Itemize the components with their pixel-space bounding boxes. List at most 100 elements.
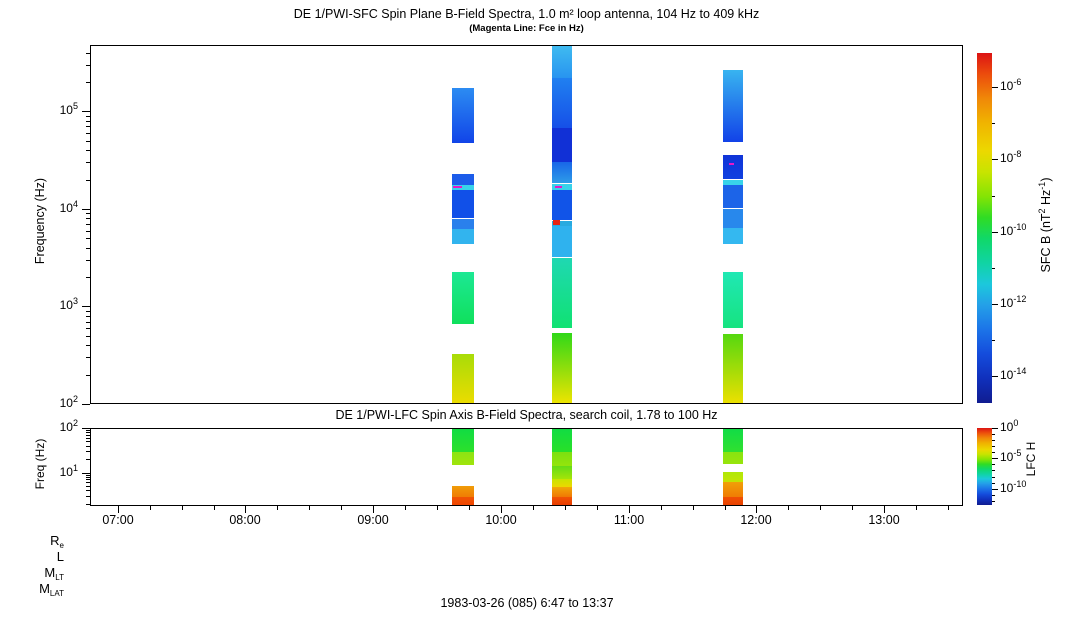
- y-axis-minor-tick: [86, 180, 90, 181]
- y-axis-minor-tick: [86, 218, 90, 219]
- colorbar-major-tick: [992, 489, 998, 490]
- y-axis-tick-label: 102: [59, 394, 78, 411]
- y-axis-minor-tick: [86, 435, 90, 436]
- fce-magenta-line: [453, 186, 462, 188]
- y-axis-minor-tick: [86, 162, 90, 163]
- x-axis-minor-tick: [437, 506, 438, 510]
- lfc-colorbar: [977, 428, 992, 505]
- orbit-label-re: Re: [50, 533, 64, 550]
- y-axis-minor-tick: [86, 496, 90, 497]
- x-axis-minor-tick: [341, 506, 342, 510]
- spectrogram-burst-segment: [552, 487, 572, 497]
- x-axis-tick-label: 07:00: [102, 513, 134, 527]
- colorbar-major-tick: [992, 376, 998, 377]
- y-axis-minor-tick: [86, 490, 90, 491]
- y-axis-minor-tick: [86, 224, 90, 225]
- x-axis-minor-tick: [852, 506, 853, 510]
- y-axis-minor-tick: [86, 504, 90, 505]
- y-axis-minor-tick: [86, 277, 90, 278]
- lfc-spectrogram-panel: [90, 428, 963, 506]
- colorbar-minor-tick: [992, 470, 995, 471]
- colorbar-tick-label: 100: [1000, 418, 1019, 435]
- spectrogram-burst-segment: [723, 155, 743, 179]
- colorbar-tick-label: 10-6: [1000, 77, 1022, 94]
- y-axis-minor-tick: [86, 322, 90, 323]
- colorbar-minor-tick: [992, 501, 995, 502]
- y-axis-minor-tick: [86, 451, 90, 452]
- colorbar-tick-label: 10-10: [1000, 479, 1027, 496]
- y-axis-tick-label: 102: [59, 418, 78, 435]
- y-axis-minor-tick: [86, 121, 90, 122]
- spectrogram-burst-segment: [452, 497, 474, 505]
- y-axis-minor-tick: [86, 482, 90, 483]
- colorbar-minor-tick: [992, 495, 995, 496]
- spectrogram-burst-segment: [552, 466, 572, 479]
- sfc-spectrogram-panel: [90, 45, 963, 404]
- colorbar-minor-tick: [992, 196, 995, 197]
- orbit-label-mlt: MLT: [44, 565, 64, 582]
- sfc-colorbar: [977, 53, 992, 403]
- colorbar-minor-tick: [992, 340, 995, 341]
- y-axis-minor-tick: [86, 479, 90, 480]
- y-axis-minor-tick: [86, 430, 90, 431]
- spectrogram-burst-segment: [552, 429, 572, 452]
- spectrogram-burst-segment: [552, 497, 572, 505]
- spectrogram-burst-segment: [552, 128, 572, 162]
- colorbar-tick-label: 10-8: [1000, 149, 1022, 166]
- spectrogram-burst-segment: [552, 479, 572, 487]
- colorbar-major-tick: [992, 159, 998, 160]
- spectrogram-burst-segment: [552, 226, 572, 257]
- spectrogram-burst-segment: [452, 219, 474, 230]
- orbit-label-mlat: MLAT: [39, 581, 64, 598]
- spectrogram-burst-segment: [723, 272, 743, 328]
- fce-magenta-line: [729, 163, 734, 165]
- y-axis-tick-label: 103: [59, 296, 78, 313]
- x-axis-major-tick: [373, 506, 374, 513]
- x-axis-tick-label: 09:00: [357, 513, 389, 527]
- colorbar-minor-tick: [992, 452, 995, 453]
- x-axis-minor-tick: [150, 506, 151, 510]
- y-axis-minor-tick: [86, 116, 90, 117]
- spectrogram-burst-segment: [552, 333, 572, 403]
- y-axis-major-tick: [82, 209, 90, 210]
- y-axis-minor-tick: [86, 475, 90, 476]
- y-axis-minor-tick: [86, 311, 90, 312]
- y-axis-minor-tick: [86, 477, 90, 478]
- colorbar-tick-label: 10-10: [1000, 222, 1027, 239]
- y-axis-major-tick: [82, 404, 90, 405]
- spectrogram-burst-segment: [552, 162, 572, 183]
- spectrogram-burst-segment: [552, 190, 572, 220]
- fce-magenta-line: [555, 186, 562, 188]
- spectrogram-burst-segment: [723, 497, 743, 505]
- spectrogram-burst-segment: [552, 78, 572, 128]
- x-axis-tick-label: 12:00: [740, 513, 772, 527]
- colorbar-minor-tick: [992, 440, 995, 441]
- spectrogram-burst-segment: [552, 221, 572, 227]
- spectrogram-burst-segment: [452, 354, 474, 403]
- colorbar-major-tick: [992, 232, 998, 233]
- x-axis-minor-tick: [725, 506, 726, 510]
- spectrogram-burst-segment: [452, 429, 474, 452]
- y-axis-minor-tick: [86, 316, 90, 317]
- y-axis-minor-tick: [86, 328, 90, 329]
- y-axis-minor-tick: [86, 459, 90, 460]
- x-axis-minor-tick: [182, 506, 183, 510]
- x-axis-tick-label: 11:00: [613, 513, 645, 527]
- x-axis-major-tick: [884, 506, 885, 513]
- y-axis-minor-tick: [86, 53, 90, 54]
- spectrogram-burst-segment: [452, 452, 474, 465]
- spectrogram-burst-segment: [723, 472, 743, 482]
- colorbar-tick-label: 10-5: [1000, 448, 1022, 465]
- y-axis-minor-tick: [86, 432, 90, 433]
- x-axis-major-tick: [629, 506, 630, 513]
- spectrogram-burst-segment: [723, 209, 743, 229]
- spectrogram-burst-segment: [452, 88, 474, 143]
- x-axis-minor-tick: [309, 506, 310, 510]
- x-axis-major-tick: [118, 506, 119, 513]
- x-axis-tick-label: 13:00: [868, 513, 900, 527]
- y-axis-minor-tick: [86, 126, 90, 127]
- x-axis-minor-tick: [788, 506, 789, 510]
- colorbar-minor-tick: [992, 268, 995, 269]
- y-axis-tick-label: 105: [59, 101, 78, 118]
- spectrogram-burst-segment: [552, 258, 572, 328]
